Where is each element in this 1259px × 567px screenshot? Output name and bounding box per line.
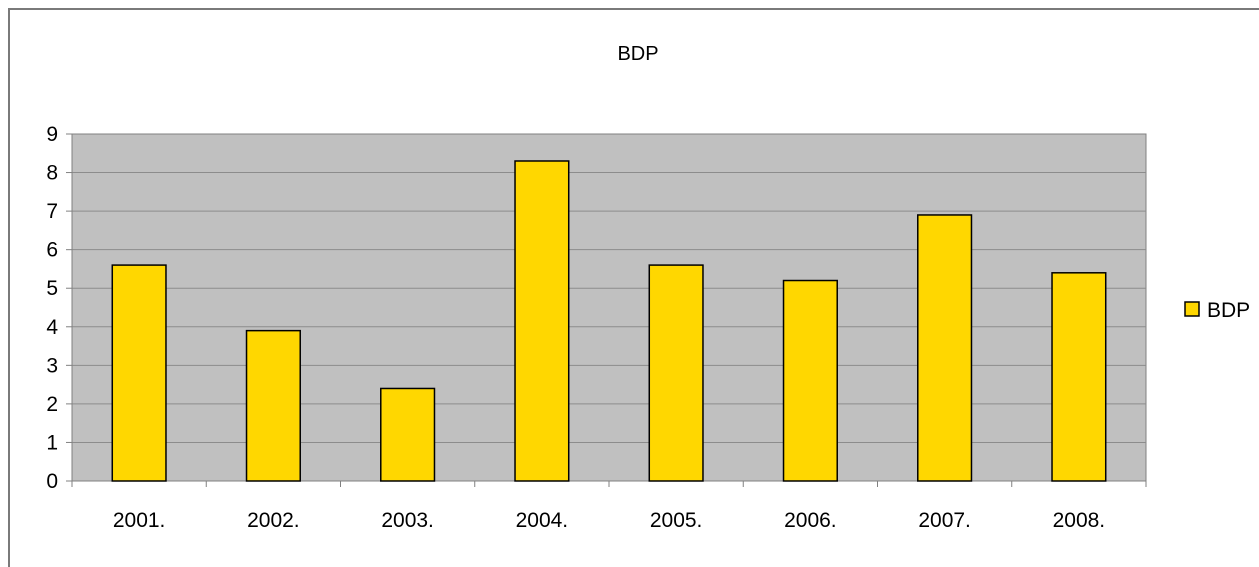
bar-2006 (782, 279, 838, 482)
bar-2001 (111, 264, 167, 482)
x-tick-label: 2004. (516, 509, 569, 532)
y-axis: 0 1 2 3 4 5 6 7 8 9 (46, 123, 73, 493)
x-tick-label: 2005. (650, 509, 703, 532)
legend-swatch-bdp (1184, 301, 1200, 317)
x-tick-label: 2002. (247, 509, 300, 532)
x-tick-label: 2006. (784, 509, 837, 532)
x-tick-label: 2008. (1053, 509, 1106, 532)
x-tick-label: 2001. (113, 509, 166, 532)
bar-2007 (917, 214, 973, 482)
x-axis: 2001. 2002. 2003. 2004. 2005. 2006. 2007. 2008. (71, 480, 1147, 532)
y-tick-label: 2 (46, 393, 58, 416)
y-tick-label: 9 (46, 123, 58, 146)
bar-2008 (1051, 272, 1107, 482)
plot-area (71, 133, 1147, 482)
chart-title: BDP (617, 43, 658, 65)
x-tick-label: 2007. (918, 509, 971, 532)
bar-2002 (245, 329, 301, 482)
y-tick-label: 7 (46, 200, 58, 223)
y-tick-label: 5 (46, 277, 58, 300)
y-tick-label: 1 (46, 431, 58, 454)
x-tick-label: 2003. (381, 509, 434, 532)
y-tick-label: 8 (46, 162, 58, 185)
chart-frame (8, 8, 1259, 567)
legend-label-bdp: BDP (1207, 299, 1250, 322)
bar-2004 (514, 160, 570, 482)
y-tick-label: 0 (46, 470, 58, 493)
y-tick-label: 4 (46, 316, 58, 339)
bar-series (111, 160, 1107, 482)
y-tick-label: 6 (46, 239, 58, 262)
bar-2005 (648, 264, 704, 482)
legend: BDP (1184, 299, 1250, 322)
bar-2003 (380, 387, 436, 482)
y-tick-label: 3 (46, 354, 58, 377)
